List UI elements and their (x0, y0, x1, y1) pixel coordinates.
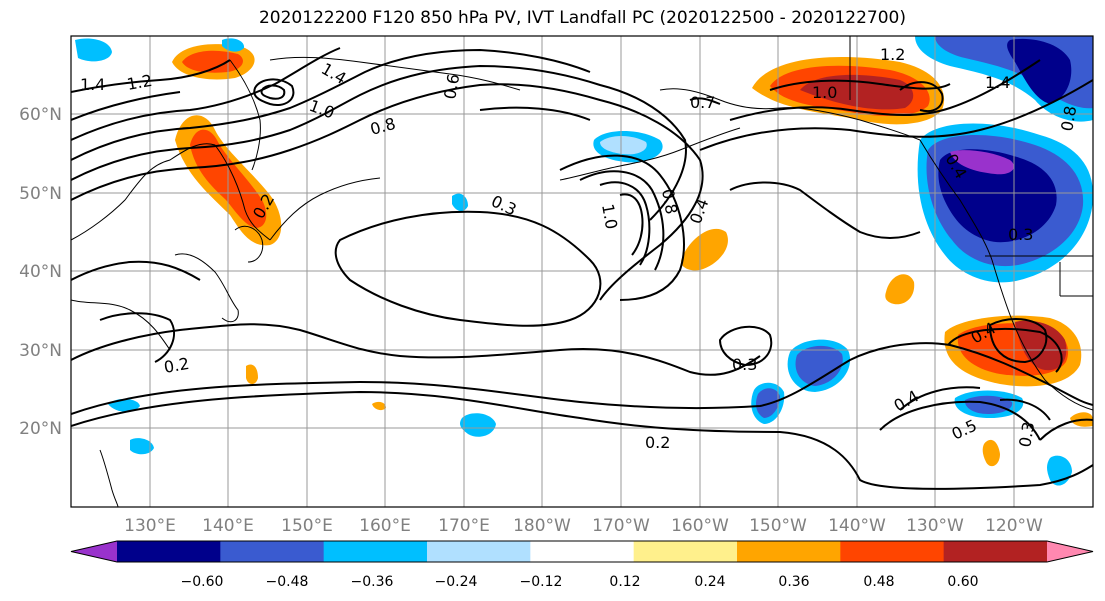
lon-label: 150°W (749, 516, 807, 536)
lat-label: 30°N (19, 341, 62, 361)
colorbar-bin (633, 541, 738, 562)
lon-label: 160°W (671, 516, 729, 536)
contour-label: 0.2 (162, 354, 190, 377)
longitude-labels: 130°E 140°E 150°E 160°E 170°E 180°W 170°… (124, 516, 1043, 536)
colorbar-tick-label: 0.12 (609, 574, 640, 590)
pv-contours (71, 47, 1093, 490)
lat-label: 50°N (19, 184, 62, 204)
lon-label: 120°W (985, 516, 1043, 536)
figure-title: 2020122200 F120 850 hPa PV, IVT Landfall… (258, 8, 906, 28)
contour-label: 0.2 (645, 433, 670, 452)
colorbar-tick-label: −0.48 (266, 574, 309, 590)
lon-label: 140°E (202, 516, 254, 536)
contour-label: 0.6 (440, 72, 463, 100)
contour-label: 1.2 (880, 45, 905, 64)
colorbar-outline (70, 540, 1094, 563)
colorbar-extend-low (71, 541, 117, 562)
colorbar-bin (323, 541, 428, 562)
colorbar-tick-label: −0.24 (435, 574, 478, 590)
colorbar-bin (943, 541, 1048, 562)
contour-label: 0.3 (1008, 225, 1033, 244)
colorbar-tick-label: −0.36 (351, 574, 394, 590)
colorbar-bin (220, 541, 325, 562)
colorbar-tick-label: −0.12 (520, 574, 563, 590)
map-frame (70, 35, 1094, 508)
colorbar-bin (530, 541, 635, 562)
contour-label: 1.4 (80, 75, 105, 94)
contour-label: 0.8 (658, 187, 681, 215)
colorbar-tick-label: 0.48 (863, 574, 894, 590)
lat-label: 20°N (19, 419, 62, 439)
colorbar-bin (427, 541, 531, 562)
colorbar (70, 540, 1094, 563)
colorbar-tick-label: 0.24 (694, 574, 725, 590)
latitude-labels: 60°N 50°N 40°N 30°N 20°N (19, 105, 62, 439)
lon-label: 140°W (828, 516, 886, 536)
negative-anomaly-kamchatka (75, 38, 112, 62)
lon-label: 150°E (281, 516, 333, 536)
contour-label: 0.8 (1057, 104, 1080, 132)
contour-label: 0.3 (732, 355, 757, 374)
lon-label: 160°E (359, 516, 411, 536)
colorbar-tick-label: −0.60 (181, 574, 224, 590)
lon-label: 180°W (513, 516, 571, 536)
contour-label: 0.3 (1015, 420, 1038, 448)
colorbar-tick-labels: −0.60 −0.48 −0.36 −0.24 −0.12 0.12 0.24 … (181, 574, 979, 590)
colorbar-extend-high (1047, 541, 1093, 562)
lon-label: 130°E (124, 516, 176, 536)
contour-label: 1.0 (812, 83, 837, 102)
contour-label: 1.4 (985, 73, 1010, 92)
lon-label: 170°E (438, 516, 490, 536)
lon-label: 170°W (592, 516, 650, 536)
colorbar-tick-label: 0.36 (778, 574, 809, 590)
contour-label: 1.2 (125, 71, 153, 94)
colorbar-bin (117, 541, 221, 562)
lat-label: 60°N (19, 105, 62, 125)
lat-label: 40°N (19, 262, 62, 282)
colorbar-bin (840, 541, 945, 562)
lon-label: 130°W (906, 516, 964, 536)
colorbar-tick-label: 0.60 (947, 574, 978, 590)
colorbar-bin (737, 541, 841, 562)
contour-label: 0.7 (690, 93, 715, 112)
contour-label: 1.0 (598, 202, 621, 230)
